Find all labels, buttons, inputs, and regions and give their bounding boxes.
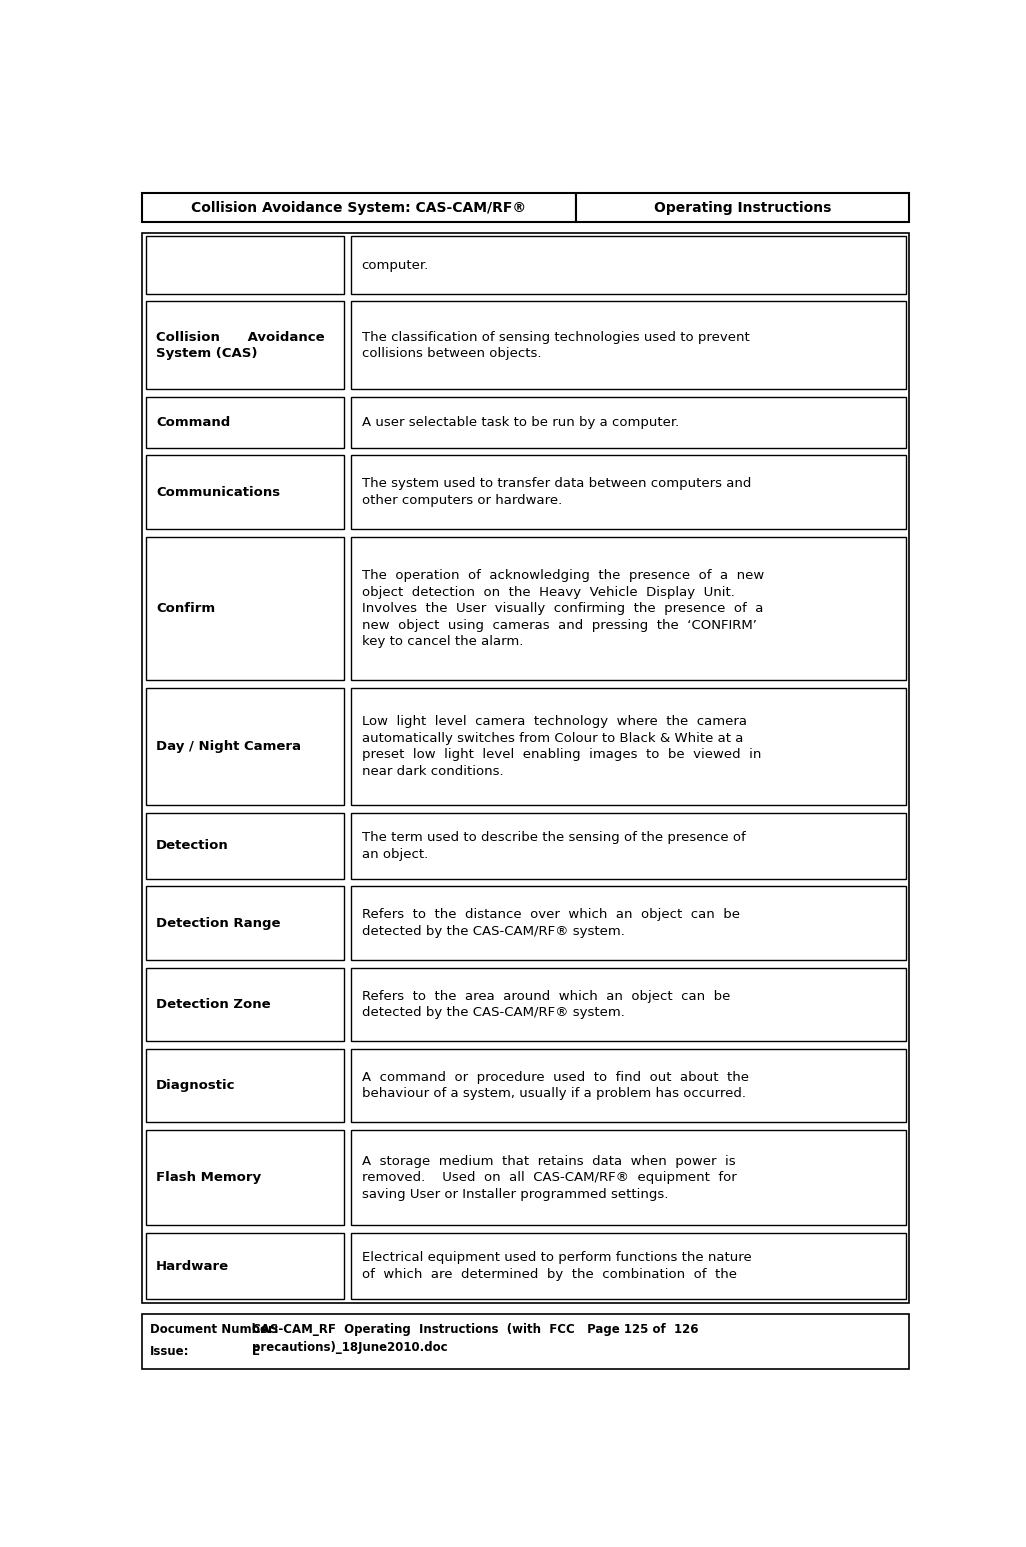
Bar (146, 237, 344, 294)
Text: A user selectable task to be run by a computer.: A user selectable task to be run by a co… (361, 416, 679, 429)
Text: The classification of sensing technologies used to prevent
collisions between ob: The classification of sensing technologi… (361, 331, 749, 360)
Bar (146, 537, 344, 681)
Text: A  command  or  procedure  used  to  find  out  about  the
behaviour of a system: A command or procedure used to find out … (361, 1071, 749, 1100)
Bar (146, 1131, 344, 1225)
Text: E: E (252, 1346, 261, 1358)
Text: Refers  to  the  distance  over  which  an  object  can  be
detected by the CAS-: Refers to the distance over which an obj… (361, 908, 740, 937)
Bar (146, 1049, 344, 1123)
Bar (143, 193, 576, 221)
Bar (352, 1131, 906, 1225)
Text: The  operation  of  acknowledging  the  presence  of  a  new
object  detection  : The operation of acknowledging the prese… (361, 569, 763, 648)
Text: The term used to describe the sensing of the presence of
an object.: The term used to describe the sensing of… (361, 831, 745, 860)
Bar (352, 886, 906, 961)
Bar (352, 1049, 906, 1123)
Text: Low  light  level  camera  technology  where  the  camera
automatically switches: Low light level camera technology where … (361, 715, 761, 778)
Text: Collision Avoidance System: CAS-CAM/RF®: Collision Avoidance System: CAS-CAM/RF® (192, 201, 526, 215)
Text: Electrical equipment used to perform functions the nature
of  which  are  determ: Electrical equipment used to perform fun… (361, 1252, 751, 1281)
Text: precautions)_18June2010.doc: precautions)_18June2010.doc (252, 1341, 448, 1354)
Text: Diagnostic: Diagnostic (156, 1080, 236, 1092)
Bar (352, 1233, 906, 1299)
Bar (352, 302, 906, 390)
Text: Issue:: Issue: (150, 1346, 190, 1358)
Text: CAS-CAM_RF  Operating  Instructions  (with  FCC   Page 125 of  126: CAS-CAM_RF Operating Instructions (with … (252, 1323, 699, 1337)
Bar (352, 237, 906, 294)
Text: Day / Night Camera: Day / Night Camera (156, 739, 302, 753)
Text: Detection: Detection (156, 840, 229, 852)
Text: Detection Zone: Detection Zone (156, 998, 271, 1010)
Bar (146, 455, 344, 529)
Bar (143, 232, 909, 1303)
Text: Communications: Communications (156, 486, 280, 498)
Bar (352, 537, 906, 681)
Bar (146, 812, 344, 879)
Bar (143, 1313, 909, 1369)
Bar (146, 968, 344, 1041)
Bar (352, 396, 906, 447)
Bar (352, 455, 906, 529)
Text: Confirm: Confirm (156, 602, 215, 616)
Bar (352, 968, 906, 1041)
Bar (146, 302, 344, 390)
Text: A  storage  medium  that  retains  data  when  power  is
removed.    Used  on  a: A storage medium that retains data when … (361, 1154, 737, 1200)
Bar (146, 396, 344, 447)
Text: Detection Range: Detection Range (156, 917, 281, 930)
Bar (352, 812, 906, 879)
Text: Refers  to  the  area  around  which  an  object  can  be
detected by the CAS-CA: Refers to the area around which an objec… (361, 990, 729, 1019)
Bar (146, 886, 344, 961)
Text: Document Number:: Document Number: (150, 1323, 279, 1337)
Text: Collision      Avoidance
System (CAS): Collision Avoidance System (CAS) (156, 331, 325, 360)
Text: computer.: computer. (361, 258, 429, 272)
Bar (146, 688, 344, 804)
Text: Operating Instructions: Operating Instructions (654, 201, 831, 215)
Bar (146, 1233, 344, 1299)
Bar (352, 688, 906, 804)
Text: The system used to transfer data between computers and
other computers or hardwa: The system used to transfer data between… (361, 478, 751, 507)
Text: Flash Memory: Flash Memory (156, 1171, 262, 1185)
Text: Hardware: Hardware (156, 1259, 229, 1273)
Bar (576, 193, 909, 221)
Text: Command: Command (156, 416, 231, 429)
